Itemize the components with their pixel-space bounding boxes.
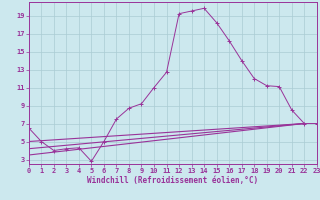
X-axis label: Windchill (Refroidissement éolien,°C): Windchill (Refroidissement éolien,°C): [87, 176, 258, 185]
